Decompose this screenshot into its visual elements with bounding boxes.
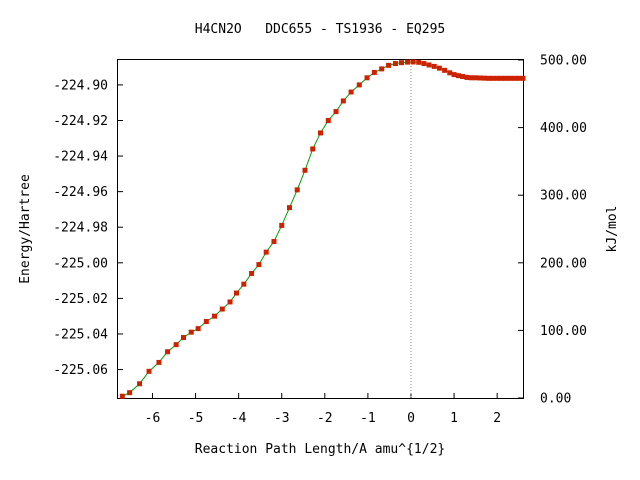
- data-point: [165, 349, 171, 355]
- data-point: [486, 75, 492, 81]
- y-left-tick-label: -224.96: [53, 185, 108, 200]
- data-point: [156, 359, 162, 365]
- data-point: [371, 69, 377, 75]
- data-point: [410, 59, 416, 65]
- data-point: [455, 73, 461, 79]
- data-point: [188, 329, 194, 335]
- plot-frame: [117, 59, 524, 399]
- y-left-tick-label: -224.90: [53, 78, 108, 93]
- x-tick-label: 0: [407, 411, 415, 426]
- data-point: [503, 75, 509, 81]
- data-point: [473, 75, 479, 81]
- x-tick-label: -4: [231, 411, 247, 426]
- y-left-tick-label: -225.02: [53, 292, 108, 307]
- data-point: [379, 66, 385, 72]
- y-right-tick-label: 400.00: [540, 121, 587, 136]
- y-right-tick-label: 300.00: [540, 189, 587, 204]
- chart-title: H4CN2O DDC655 - TS1936 - EQ295: [195, 22, 445, 37]
- y-left-tick-label: -225.04: [53, 327, 108, 342]
- data-point: [416, 59, 422, 65]
- data-point: [233, 290, 239, 296]
- x-tick-label: -2: [317, 411, 333, 426]
- data-point: [386, 62, 392, 68]
- y-axis-right: 500.00 400.00 300.00 200.00 100.00 0.00: [518, 54, 587, 407]
- y-left-tick-label: -225.06: [53, 363, 108, 378]
- data-point: [146, 368, 152, 374]
- data-point: [249, 270, 255, 276]
- data-point: [498, 75, 504, 81]
- data-point: [294, 187, 300, 193]
- y-left-tick-label: -225.00: [53, 256, 108, 271]
- data-point: [286, 205, 292, 211]
- y-left-tick-label: -224.92: [53, 114, 108, 129]
- data-point: [405, 59, 411, 65]
- data-point: [256, 262, 262, 268]
- data-point: [421, 61, 427, 67]
- data-point: [127, 390, 133, 396]
- data-point: [241, 281, 247, 287]
- y-axis-right-label: kJ/mol: [605, 206, 620, 253]
- data-point: [173, 342, 179, 348]
- y-right-tick-label: 200.00: [540, 256, 587, 271]
- data-point: [263, 249, 269, 255]
- data-point: [464, 74, 470, 80]
- data-point: [364, 75, 370, 81]
- y-axis-left-label: Energy/Hartree: [18, 174, 33, 284]
- data-point: [399, 60, 404, 66]
- data-point: [195, 326, 201, 332]
- data-point: [333, 109, 339, 115]
- data-point: [310, 146, 316, 152]
- data-point: [447, 70, 453, 76]
- y-axis-left: -224.90 -224.92 -224.94 -224.96 -224.98 -225.…: [53, 78, 123, 378]
- x-tick-label: 1: [450, 411, 458, 426]
- data-point: [494, 75, 500, 81]
- x-tick-label: -1: [360, 411, 376, 426]
- data-point: [516, 75, 522, 81]
- data-point: [119, 393, 125, 399]
- data-point: [180, 335, 186, 341]
- y-left-tick-label: -224.98: [53, 221, 108, 236]
- data-point: [227, 299, 233, 305]
- x-tick-label: -3: [274, 411, 290, 426]
- data-point: [490, 75, 496, 81]
- data-point: [271, 238, 277, 244]
- data-point: [481, 75, 487, 81]
- data-point: [436, 65, 442, 71]
- data-point: [460, 74, 466, 80]
- data-point: [212, 313, 218, 319]
- data-point: [392, 61, 398, 67]
- data-point: [507, 75, 513, 81]
- data-point: [348, 89, 354, 95]
- data-point: [219, 306, 225, 312]
- energy-curve: [122, 61, 523, 397]
- data-point: [302, 167, 308, 173]
- data-point: [431, 63, 437, 69]
- x-tick-label: -6: [145, 411, 161, 426]
- y-right-tick-label: 0.00: [540, 392, 571, 407]
- data-point: [520, 75, 526, 81]
- data-point: [318, 130, 323, 136]
- data-point: [325, 117, 331, 123]
- data-point: [340, 98, 346, 104]
- data-point: [442, 67, 448, 73]
- data-point: [511, 75, 517, 81]
- series-layer: [119, 59, 526, 399]
- y-left-tick-label: -224.94: [53, 150, 108, 165]
- x-axis: -6 -5 -4 -3 -2 -1 0 1 2: [145, 393, 501, 426]
- y-right-tick-label: 500.00: [540, 54, 587, 69]
- data-point: [137, 381, 143, 387]
- data-point: [203, 319, 209, 325]
- y-right-tick-label: 100.00: [540, 324, 587, 339]
- data-point: [426, 62, 432, 68]
- data-point: [356, 82, 362, 88]
- x-tick-label: -5: [188, 411, 204, 426]
- x-axis-label: Reaction Path Length/A amu^{1/2}: [195, 442, 445, 457]
- data-point: [279, 222, 285, 228]
- data-point: [451, 72, 457, 78]
- x-tick-label: 2: [493, 411, 501, 426]
- data-point: [468, 75, 474, 81]
- data-point: [477, 75, 483, 81]
